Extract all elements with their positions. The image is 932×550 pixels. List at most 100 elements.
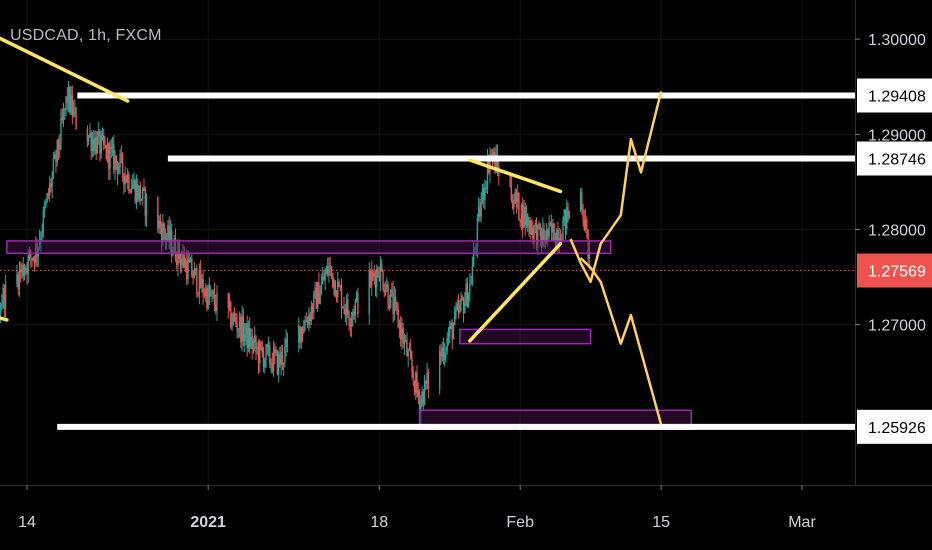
candle-body — [564, 209, 567, 229]
candle-body — [98, 131, 100, 136]
candle-body — [42, 209, 45, 232]
candle-body — [469, 283, 471, 294]
candle-body — [535, 223, 538, 248]
candle-body — [95, 137, 97, 154]
candle-body — [72, 108, 75, 116]
price-level-label: 1.28746 — [868, 152, 926, 169]
candle-body — [528, 220, 530, 227]
candle-body — [18, 269, 21, 290]
candle-body — [165, 237, 168, 241]
candle-body — [311, 306, 314, 313]
symbol-title[interactable]: USDCAD, 1h, FXCM — [10, 27, 162, 44]
candle-body — [451, 323, 453, 340]
candle-body — [4, 283, 7, 309]
candle-body — [530, 227, 533, 234]
candle-body — [246, 323, 248, 348]
candle-body — [557, 229, 559, 244]
candle-body — [525, 213, 528, 225]
candle-body — [441, 348, 443, 357]
candle-body — [89, 133, 91, 136]
candle-body — [179, 258, 182, 266]
candle-body — [276, 350, 279, 374]
candle-body — [357, 293, 359, 315]
time-axis[interactable]: 14 2021 18 Feb 15 Mar — [18, 485, 816, 531]
candle-body — [128, 174, 130, 191]
candle-body — [62, 109, 65, 120]
candle-body — [584, 219, 587, 231]
candle-body — [527, 213, 529, 227]
current-price-label-box — [857, 253, 932, 288]
candle-body — [267, 345, 270, 348]
candle-body — [314, 287, 316, 293]
candle-body — [22, 264, 24, 277]
candle-body — [539, 223, 542, 236]
candle-body — [475, 246, 477, 250]
candle-body — [377, 269, 379, 276]
candle-body — [108, 143, 110, 169]
candle-body — [26, 268, 28, 274]
zone-box — [6, 240, 612, 255]
candle-body — [271, 363, 274, 371]
candle-body — [550, 224, 553, 233]
candle-body — [545, 228, 548, 243]
candle-body — [162, 223, 164, 243]
candle-body — [242, 315, 245, 342]
candle-body — [524, 207, 526, 225]
candle-body — [209, 294, 212, 296]
candle-body — [241, 315, 243, 343]
candle-body — [345, 299, 348, 315]
candle-body — [421, 391, 423, 400]
candle-body — [355, 293, 358, 301]
candle-body — [275, 350, 277, 354]
candle-body — [298, 325, 300, 343]
candle-body — [374, 276, 377, 288]
price-level-label: 1.29408 — [868, 89, 926, 106]
candle-body — [99, 131, 101, 154]
candle-body — [485, 187, 487, 189]
candle-body — [114, 155, 116, 170]
candle-body — [401, 328, 403, 340]
candle-body — [37, 247, 40, 257]
candle-body — [325, 267, 328, 274]
candle-body — [279, 354, 281, 365]
candle-body — [252, 342, 255, 349]
candle-body — [406, 339, 408, 357]
candle-body — [379, 263, 382, 281]
candle-body — [254, 336, 256, 343]
candle-body — [100, 135, 102, 154]
candle-body — [17, 274, 19, 290]
candle-body — [300, 327, 302, 343]
candle-body — [427, 372, 430, 389]
candle-body — [176, 259, 178, 266]
candle-body — [230, 302, 232, 328]
candle-body — [334, 280, 336, 297]
candle-body — [103, 135, 105, 145]
candle-body — [509, 176, 511, 187]
candle-body — [586, 219, 588, 230]
candle-body — [40, 237, 42, 241]
trend-line — [0, 36, 130, 103]
candle-body — [202, 279, 204, 295]
candle-body — [38, 240, 41, 248]
candle-body — [110, 147, 112, 149]
candle-body — [529, 220, 531, 234]
candle-body — [245, 323, 247, 335]
support-resistance-zones — [6, 240, 693, 431]
candle-body — [396, 302, 398, 310]
candle-body — [495, 154, 497, 173]
candle-body — [194, 268, 197, 270]
candle-body — [420, 399, 422, 414]
candle-body — [51, 174, 53, 188]
candle-body — [124, 176, 126, 185]
candle-body — [305, 320, 308, 323]
candle-body — [55, 154, 57, 163]
candle-body — [33, 257, 36, 263]
candle-body — [454, 309, 456, 326]
candle-body — [237, 329, 240, 331]
candle-body — [353, 312, 355, 316]
candle-body — [94, 137, 96, 152]
price-axis[interactable]: 1.30000 1.29000 1.28000 1.27000 — [855, 32, 926, 335]
candle-body — [227, 292, 229, 309]
price-level-label-box — [857, 409, 932, 444]
